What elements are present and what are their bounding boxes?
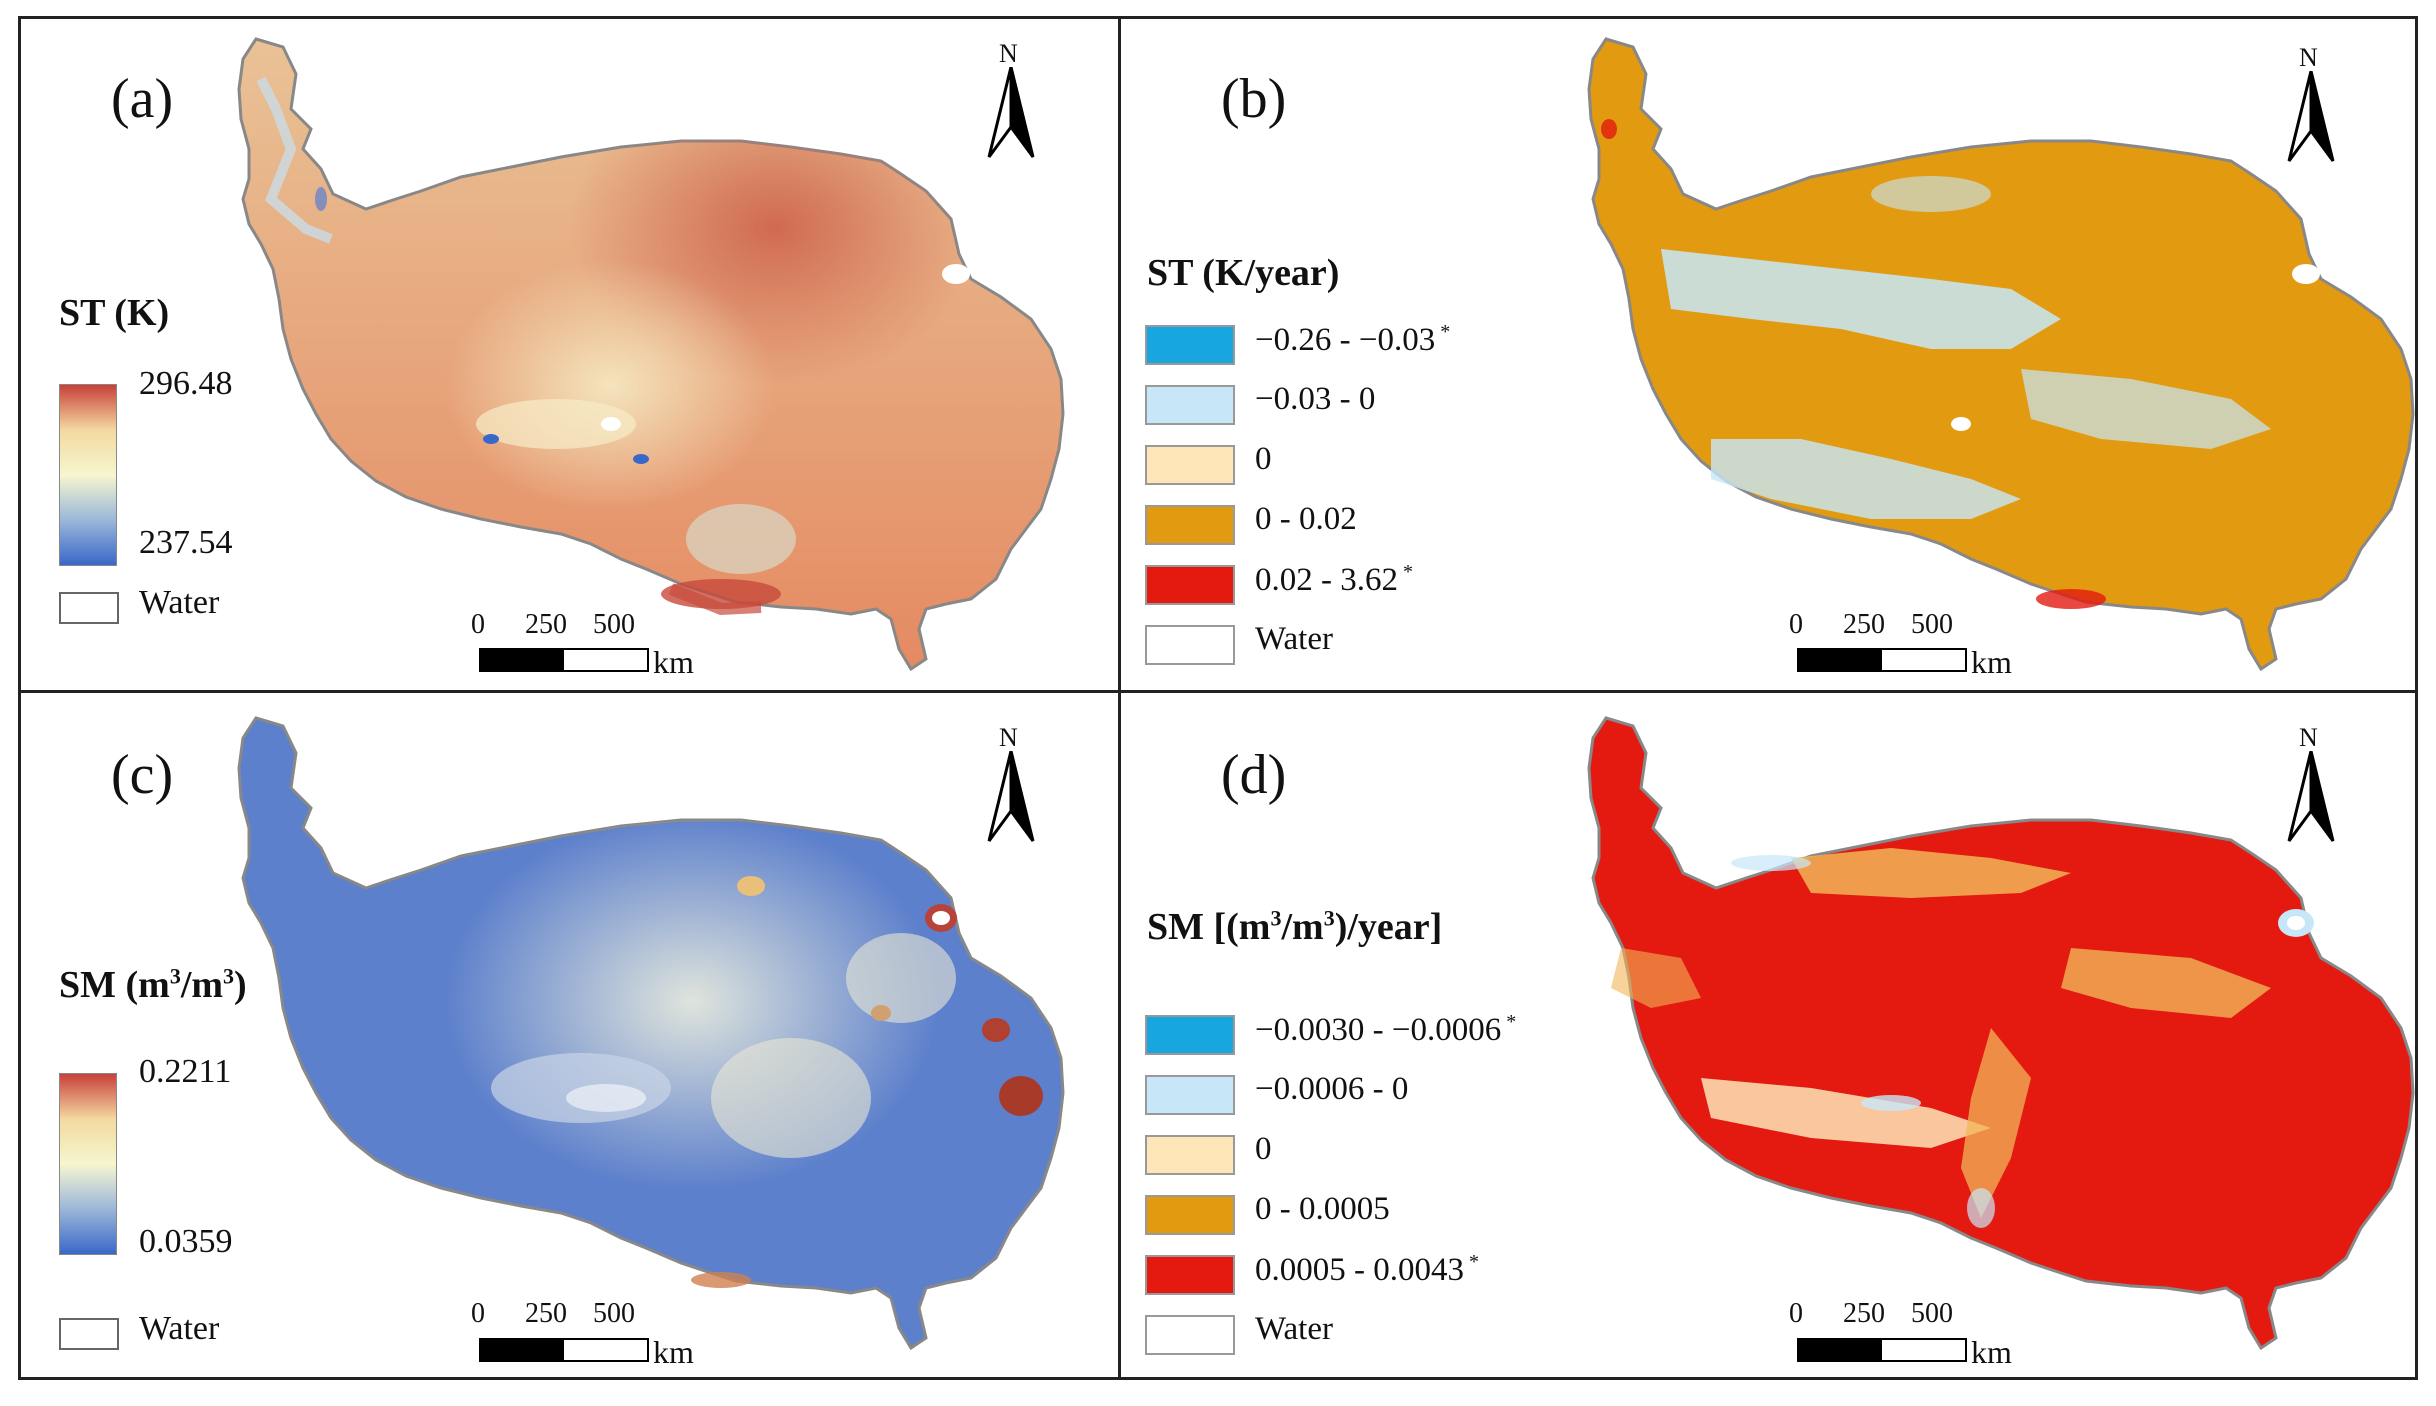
legend-min: 237.54	[139, 524, 233, 561]
legend-class-label: −0.03 - 0	[1255, 381, 1376, 417]
north-arrow-icon: N	[981, 723, 1041, 843]
north-arrow-icon: N	[2281, 43, 2341, 163]
legend-swatch	[1145, 445, 1235, 485]
color-ramp	[59, 384, 117, 566]
scalebar-ticks: 0 250 500	[471, 1298, 635, 1329]
legend-swatch	[1145, 385, 1235, 425]
water-label: Water	[139, 1310, 220, 1347]
legend-title: ST (K)	[59, 292, 170, 334]
water-swatch	[59, 1318, 119, 1350]
legend-swatch	[1145, 1135, 1235, 1175]
legend-class-label: 0.02 - 3.62 *	[1255, 561, 1413, 598]
water-label: Water	[1255, 1311, 1333, 1347]
north-arrow-icon: N	[981, 39, 1041, 159]
scalebar-ticks: 0 250 500	[1789, 1298, 1953, 1329]
panel-label: (a)	[111, 68, 174, 130]
panel-label: (c)	[111, 744, 174, 806]
legend-class-label: −0.0030 - −0.0006 *	[1255, 1011, 1517, 1048]
scalebar	[1797, 1338, 1967, 1362]
legend-class-label: 0	[1255, 1131, 1272, 1167]
legend-class-label: 0 - 0.02	[1255, 501, 1357, 537]
legend-max: 296.48	[139, 365, 233, 402]
scalebar-unit: km	[1971, 644, 2012, 680]
legend-swatch	[1145, 1195, 1235, 1235]
scalebar-ticks: 0 250 500	[1789, 609, 1953, 640]
water-label: Water	[139, 584, 220, 621]
st-map	[237, 37, 1065, 671]
legend-swatch	[1145, 1255, 1235, 1295]
legend-title: ST (K/year)	[1147, 252, 1340, 294]
legend-swatch	[1145, 1075, 1235, 1115]
legend-class-label: 0	[1255, 441, 1272, 477]
scalebar-ticks: 0 250 500	[471, 609, 635, 640]
water-swatch	[1145, 1315, 1235, 1355]
scalebar-unit: km	[653, 1334, 694, 1370]
legend-swatch	[1145, 565, 1235, 605]
sm-trend-map	[1587, 716, 2415, 1350]
scalebar	[479, 1338, 649, 1362]
panel-b-st-trend: (b) ST (K/year) −0.26 - −0.03 * −0.03 - 0…	[1118, 16, 2418, 694]
legend-class-label: 0.0005 - 0.0043 *	[1255, 1251, 1479, 1288]
legend-swatch	[1145, 1015, 1235, 1055]
north-arrow-icon: N	[2281, 723, 2341, 843]
scalebar-unit: km	[1971, 1334, 2012, 1370]
legend-class-label: −0.26 - −0.03 *	[1255, 321, 1451, 358]
st-trend-map	[1587, 37, 2415, 671]
legend-swatch	[1145, 325, 1235, 365]
panel-label: (b)	[1221, 68, 1287, 130]
panel-a-soil-temperature: (a) ST (K) 296.48 237.54 Water 0 250 500 k…	[18, 16, 1121, 694]
legend-class-label: −0.0006 - 0	[1255, 1071, 1409, 1107]
water-swatch	[1145, 625, 1235, 665]
panel-c-soil-moisture: (c) SM (m3/m3) 0.2211 0.0359 Water 0 250 5…	[18, 690, 1121, 1380]
panel-label: (d)	[1221, 744, 1287, 806]
sm-map	[237, 716, 1065, 1350]
legend-title: SM (m3/m3)	[59, 963, 247, 1006]
legend-class-label: 0 - 0.0005	[1255, 1191, 1390, 1227]
scalebar	[479, 648, 649, 672]
panel-d-sm-trend: (d) SM [(m3/m3)/year] −0.0030 - −0.0006 …	[1118, 690, 2418, 1380]
scalebar-unit: km	[653, 644, 694, 680]
legend-swatch	[1145, 505, 1235, 545]
legend-max: 0.2211	[139, 1053, 232, 1090]
water-swatch	[59, 592, 119, 624]
legend-min: 0.0359	[139, 1223, 233, 1260]
legend-title: SM [(m3/m3)/year]	[1147, 905, 1443, 948]
scalebar	[1797, 648, 1967, 672]
color-ramp	[59, 1073, 117, 1255]
water-label: Water	[1255, 621, 1333, 657]
